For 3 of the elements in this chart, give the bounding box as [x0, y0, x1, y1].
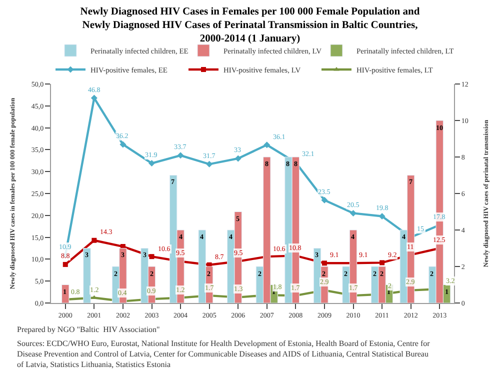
chart-title: Newly Diagnosed HIV Cases in Females per 100 000 Female Population and Newly Diagnosed HIV Cases of Perinatal Transmission in Baltic Countries, 2000-2014 (1 January) [80, 6, 420, 45]
source-note: Sources: ECDC/WHO Euro, Eurostat, National Institute for Health Development of Estonia, Health Board of Estonia, Centre for Disease Prevention and Control of Latvia, Center for Communicable Diseases and AIDS of Lithuania, Central Statistical Bureau of Latvia, Statistics Lithuania, Statistics Estonia [17, 339, 430, 369]
text: Prepared by NGO "Baltic HIV Association" [17, 325, 160, 334]
